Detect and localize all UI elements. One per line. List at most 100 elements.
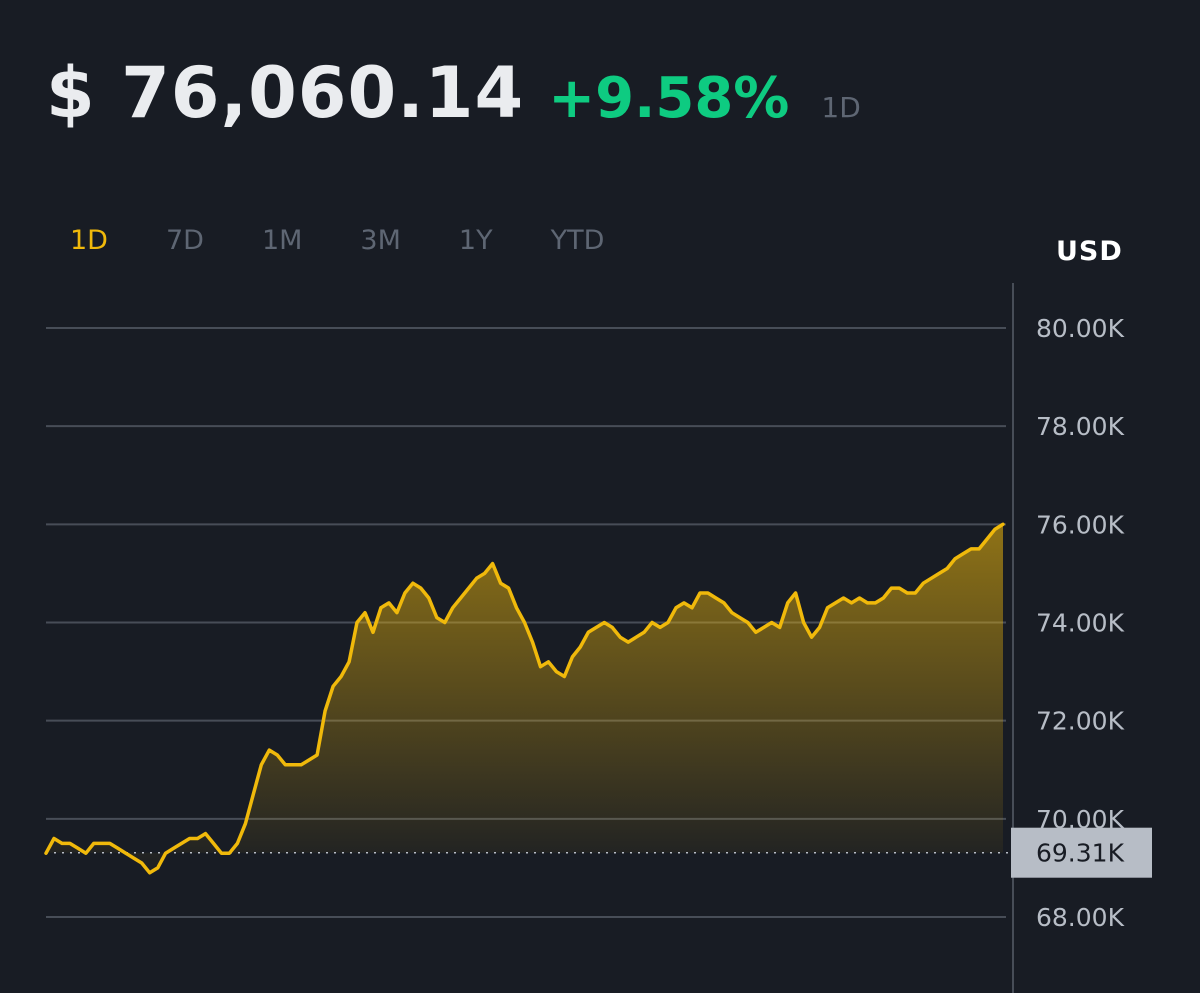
price-point [954, 557, 957, 560]
price-point [699, 592, 702, 595]
price-change-percent: +9.58% [548, 66, 790, 131]
price-point [738, 616, 741, 619]
price-point [260, 763, 263, 766]
price-point [395, 611, 398, 614]
price-point [659, 626, 662, 629]
price-point [188, 837, 191, 840]
price-point [786, 601, 789, 604]
price-point [451, 606, 454, 609]
price-point [244, 822, 247, 825]
tab-ytd[interactable]: YTD [550, 225, 605, 256]
price-point [1002, 523, 1005, 526]
price-point [834, 601, 837, 604]
open-price-label: 69.31K [1036, 839, 1125, 868]
price-point [643, 631, 646, 634]
price-point [930, 577, 933, 580]
price-point [180, 842, 183, 845]
price-point [475, 577, 478, 580]
price-point [858, 597, 861, 600]
y-tick-label: 68.00K [1036, 903, 1125, 932]
time-range-tabs: 1D 7D 1M 3M 1Y YTD [70, 222, 662, 262]
price-point [212, 842, 215, 845]
price-point [922, 582, 925, 585]
price-point [770, 621, 773, 624]
price-point [467, 587, 470, 590]
price-point [515, 606, 518, 609]
price-point [587, 631, 590, 634]
price-point [148, 871, 151, 874]
price-point [994, 528, 997, 531]
price-point [308, 758, 311, 761]
price-point [898, 587, 901, 590]
price-point [379, 606, 382, 609]
price-point [746, 621, 749, 624]
open-price-box [1011, 827, 1152, 878]
axis-layer: 80.00K78.00K76.00K74.00K72.00K70.00K68.0… [1011, 283, 1152, 993]
price-point [555, 670, 558, 673]
price-line [44, 522, 1005, 875]
price-point [284, 763, 287, 766]
price-point [882, 597, 885, 600]
price-point [635, 636, 638, 639]
price-point [523, 621, 526, 624]
price-point [962, 552, 965, 555]
price-point [236, 842, 239, 845]
price-point [164, 852, 167, 855]
price-point [850, 601, 853, 604]
current-price: $ 76,060.14 [46, 52, 525, 134]
price-point [100, 842, 103, 845]
price-point [340, 675, 343, 678]
price-point [443, 621, 446, 624]
price-point [978, 547, 981, 550]
price-point [348, 660, 351, 663]
tab-3m[interactable]: 3M [360, 225, 401, 256]
price-point [268, 749, 271, 752]
price-point [730, 611, 733, 614]
price-point [491, 562, 494, 565]
price-point [563, 675, 566, 678]
price-point [61, 842, 64, 845]
tab-1d[interactable]: 1D [70, 225, 108, 256]
price-point [714, 597, 717, 600]
price-point [316, 754, 319, 757]
price-header: $ 76,060.14 +9.58% 1D [46, 52, 861, 142]
price-point [356, 621, 359, 624]
price-point [595, 626, 598, 629]
price-point [116, 847, 119, 850]
price-point [276, 754, 279, 757]
price-point [619, 636, 622, 639]
y-tick-label: 80.00K [1036, 314, 1125, 343]
price-point [483, 572, 486, 575]
price-change-period: 1D [821, 91, 861, 124]
price-point [531, 641, 534, 644]
price-point [914, 592, 917, 595]
price-point [507, 587, 510, 590]
price-point [762, 626, 765, 629]
price-point [539, 665, 542, 668]
price-point [140, 862, 143, 865]
price-point [76, 847, 79, 850]
price-point [906, 592, 909, 595]
price-point [547, 660, 550, 663]
price-point [196, 837, 199, 840]
price-point [986, 538, 989, 541]
price-point [68, 842, 71, 845]
tab-1m[interactable]: 1M [261, 225, 303, 256]
price-point [810, 636, 813, 639]
price-point [84, 852, 87, 855]
price-point [108, 842, 111, 845]
price-point [722, 601, 725, 604]
price-point [890, 587, 893, 590]
tab-7d[interactable]: 7D [165, 225, 204, 256]
price-point [866, 601, 869, 604]
price-point [172, 847, 175, 850]
tab-1y[interactable]: 1Y [458, 225, 493, 256]
price-point [124, 852, 127, 855]
price-point [970, 547, 973, 550]
price-point [842, 597, 845, 600]
price-point [938, 572, 941, 575]
price-point [419, 587, 422, 590]
price-point [45, 852, 48, 855]
price-point [611, 626, 614, 629]
